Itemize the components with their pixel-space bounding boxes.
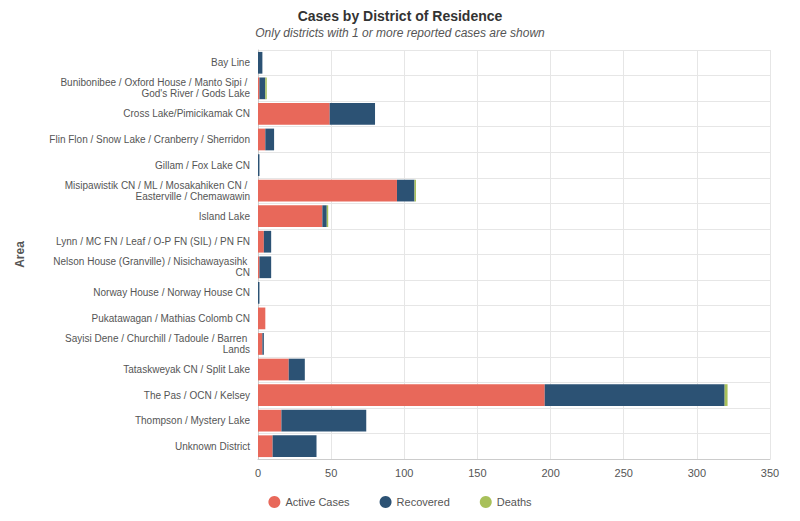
svg-text:200: 200	[541, 467, 559, 479]
svg-text:Gillam / Fox Lake CN: Gillam / Fox Lake CN	[155, 160, 250, 171]
svg-text:Recovered: Recovered	[397, 496, 450, 508]
svg-text:God's River / Gods Lake: God's River / Gods Lake	[141, 88, 250, 99]
svg-text:350: 350	[761, 467, 779, 479]
svg-text:Unknown District: Unknown District	[175, 441, 250, 452]
svg-text:Cases by District of Residence: Cases by District of Residence	[298, 8, 503, 24]
svg-text:Thompson / Mystery Lake: Thompson / Mystery Lake	[135, 415, 250, 426]
svg-text:Bay Line: Bay Line	[211, 57, 250, 68]
svg-text:Island Lake: Island Lake	[199, 211, 251, 222]
svg-text:Bunibonibee / Oxford House / M: Bunibonibee / Oxford House / Manto Sipi …	[60, 77, 250, 88]
svg-text:Only districts with 1 or more: Only districts with 1 or more reported c…	[255, 26, 545, 40]
svg-text:50: 50	[325, 467, 337, 479]
svg-text:0: 0	[255, 467, 261, 479]
svg-text:Norway House / Norway House CN: Norway House / Norway House CN	[93, 287, 250, 298]
svg-text:150: 150	[468, 467, 486, 479]
svg-text:Area: Area	[13, 241, 27, 268]
svg-text:Cross Lake/Pimicikamak CN: Cross Lake/Pimicikamak CN	[123, 108, 250, 119]
svg-text:Deaths: Deaths	[497, 496, 532, 508]
svg-text:Pukatawagan / Mathias Colomb C: Pukatawagan / Mathias Colomb CN	[92, 313, 250, 324]
svg-text:300: 300	[688, 467, 706, 479]
svg-text:The Pas / OCN / Kelsey: The Pas / OCN / Kelsey	[144, 390, 250, 401]
svg-text:Lynn / MC FN / Leaf / O-P FN (: Lynn / MC FN / Leaf / O-P FN (SIL) / PN …	[56, 236, 250, 247]
svg-text:Easterville / Chemawawin: Easterville / Chemawawin	[136, 191, 251, 202]
svg-text:Lands: Lands	[223, 344, 250, 355]
svg-text:250: 250	[615, 467, 633, 479]
svg-text:Flin Flon / Snow Lake / Cranbe: Flin Flon / Snow Lake / Cranberry / Sher…	[49, 134, 250, 145]
svg-text:Misipawistik CN / ML / Mosakah: Misipawistik CN / ML / Mosakahiken CN /	[65, 180, 250, 191]
svg-text:Active Cases: Active Cases	[285, 496, 350, 508]
svg-text:CN: CN	[236, 267, 250, 278]
svg-text:Tataskweyak CN / Split Lake: Tataskweyak CN / Split Lake	[123, 364, 250, 375]
svg-text:100: 100	[395, 467, 413, 479]
svg-text:Sayisi Dene / Churchill / Tado: Sayisi Dene / Churchill / Tadoule / Barr…	[65, 333, 250, 344]
svg-text:Nelson House (Granville) / Nis: Nelson House (Granville) / Nisichawayasi…	[53, 256, 250, 267]
